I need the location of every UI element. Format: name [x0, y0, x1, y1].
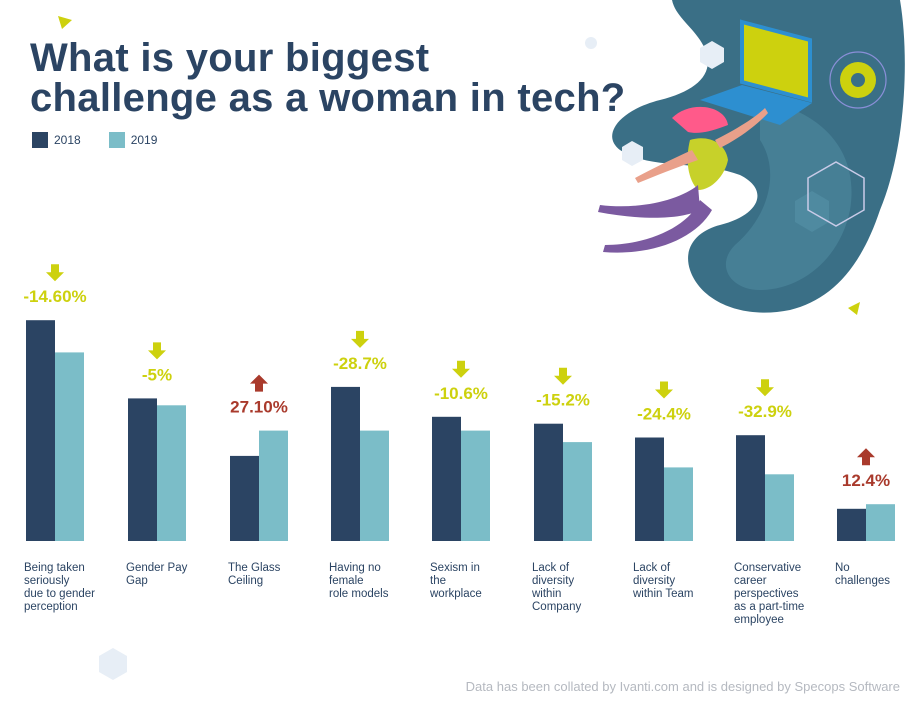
bar-2018-2: [230, 455, 259, 541]
category-label-0: Being taken seriously due to gender perc…: [24, 562, 95, 613]
change-label-8: 12.4%: [842, 471, 890, 490]
legend-label-2018: 2018: [54, 133, 81, 147]
woman-body: [687, 138, 728, 190]
woman-legs: [598, 185, 712, 253]
woman-hair: [672, 106, 728, 133]
triangle-decoration-icon: [58, 16, 72, 29]
woman-arms: [635, 108, 768, 183]
bar-2019-0: [55, 352, 84, 541]
bar-2018-6: [635, 437, 664, 541]
hexagon-icon: [807, 161, 865, 227]
legend-swatch-2019: [108, 132, 125, 148]
chart-title: What is your biggest challenge as a woma…: [30, 38, 626, 118]
arrow-down-icon: [554, 367, 572, 385]
change-label-4: -10.6%: [434, 384, 488, 403]
change-label-0: -14.60%: [23, 287, 86, 306]
laptop-screen: [740, 19, 812, 103]
category-label-2: The Glass Ceiling: [228, 562, 281, 587]
hexagon-icon: [700, 41, 724, 69]
title-line-1: What is your biggest: [30, 36, 430, 80]
bar-2018-1: [128, 398, 157, 541]
arrow-down-icon: [655, 381, 673, 399]
bar-2018-7: [736, 435, 765, 541]
change-label-6: -24.4%: [637, 405, 691, 424]
bar-2019-5: [563, 442, 592, 541]
category-label-5: Lack of diversity within Company: [532, 562, 582, 613]
dot-decoration: [585, 37, 597, 49]
bar-2019-3: [360, 430, 389, 541]
hexagon-icon: [99, 648, 127, 680]
category-label-7: Conservative career perspectives as a pa…: [734, 562, 805, 626]
change-label-5: -15.2%: [536, 391, 590, 410]
laptop-base: [700, 85, 812, 125]
change-label-7: -32.9%: [738, 402, 792, 421]
arrow-down-icon: [756, 379, 774, 397]
arrow-down-icon: [351, 330, 369, 348]
arrow-up-icon: [857, 448, 875, 466]
legend-swatch-2018: [32, 132, 48, 148]
triangle-decoration-icon: [848, 302, 860, 315]
category-label-4: Sexism in the workplace: [430, 562, 482, 600]
bar-2019-1: [157, 405, 186, 541]
legend-item-2019: 2019: [108, 132, 158, 148]
illustration-background-shade: [725, 100, 852, 290]
bar-2018-4: [432, 416, 461, 541]
legend: 2018 2019: [32, 132, 185, 148]
hexagon-icon: [622, 141, 643, 166]
bar-2019-7: [765, 474, 794, 541]
category-label-1: Gender Pay Gap: [126, 562, 188, 587]
legend-item-2018: 2018: [32, 132, 81, 148]
change-label-3: -28.7%: [333, 354, 387, 373]
gear-icon-center: [851, 73, 865, 87]
title-line-2: challenge as a woman in tech?: [30, 76, 626, 120]
bar-2018-0: [26, 320, 55, 541]
arrow-down-icon: [452, 360, 470, 378]
arrow-down-icon: [46, 264, 64, 282]
change-label-1: -5%: [142, 365, 172, 384]
bar-2018-8: [837, 508, 866, 541]
legend-label-2019: 2019: [130, 133, 158, 147]
bar-2019-6: [664, 467, 693, 541]
bar-2018-3: [331, 386, 360, 541]
bar-2019-8: [866, 504, 895, 541]
bar-2019-4: [461, 430, 490, 541]
orbit-ring: [829, 51, 887, 109]
arrow-up-icon: [250, 374, 268, 392]
change-label-2: 27.10%: [230, 398, 288, 417]
source-footer: Data has been collated by Ivanti.com and…: [465, 679, 900, 694]
category-label-3: Having no female role models: [329, 562, 389, 600]
category-label-8: No challenges: [835, 562, 890, 587]
bar-2019-2: [259, 430, 288, 541]
bar-2018-5: [534, 423, 563, 541]
category-label-6: Lack of diversity within Team: [633, 562, 694, 600]
arrow-down-icon: [148, 342, 166, 360]
